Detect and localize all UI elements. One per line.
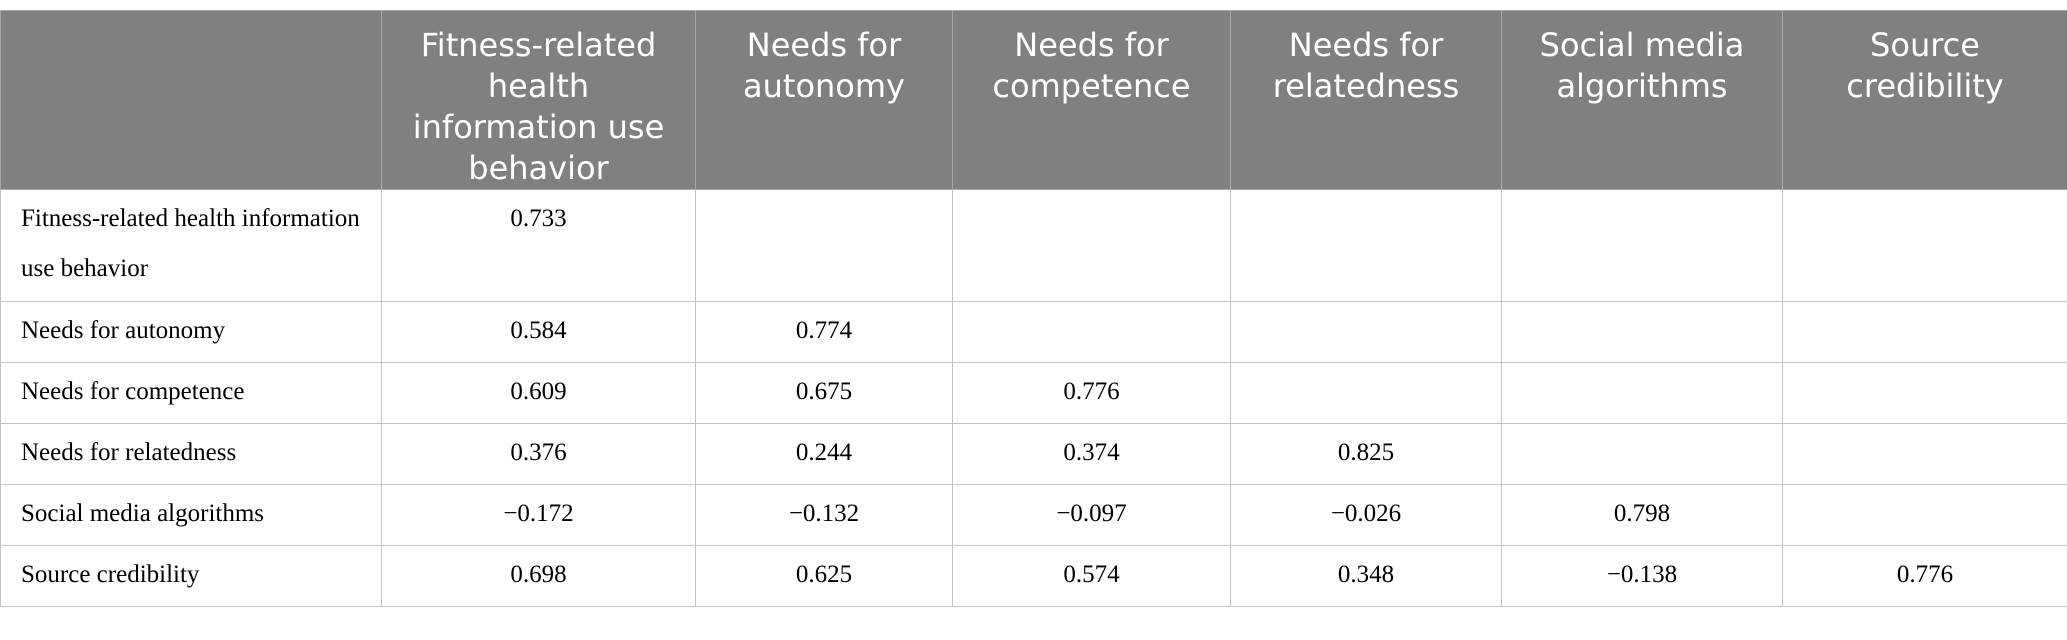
row-label: Needs for relatedness [0,423,382,485]
cell: 0.825 [1230,423,1502,485]
cell: 0.675 [695,362,953,424]
column-header: Needs for competence [952,10,1231,190]
correlation-table: Fitness-related health information use b… [0,10,2067,607]
cell: 0.244 [695,423,953,485]
cell [1501,423,1783,485]
cell [1501,301,1783,363]
cell: 0.776 [952,362,1231,424]
cell [952,301,1231,363]
header-row: Fitness-related health information use b… [0,10,2067,190]
cell [952,189,1231,302]
table-row: Needs for competence 0.609 0.675 0.776 [0,362,2067,424]
column-header: Fitness-related health information use b… [381,10,696,190]
cell [1230,189,1502,302]
cell [695,189,953,302]
cell: −0.097 [952,484,1231,546]
cell: 0.776 [1782,545,2067,607]
row-label: Needs for competence [0,362,382,424]
column-header [0,10,382,190]
cell: 0.698 [381,545,696,607]
table-row: Source credibility 0.698 0.625 0.574 0.348 −0… [0,545,2067,607]
row-label: Needs for autonomy [0,301,382,363]
column-header: Needs for autonomy [695,10,953,190]
cell: 0.609 [381,362,696,424]
cell [1230,301,1502,363]
table-row: Social media algorithms −0.172 −0.132 −0.09… [0,484,2067,546]
column-header: Source credibility [1782,10,2067,190]
cell [1782,362,2067,424]
row-label: Social media algorithms [0,484,382,546]
cell [1782,484,2067,546]
cell: −0.172 [381,484,696,546]
table-row: Fitness-related health information use b… [0,189,2067,302]
cell: 0.798 [1501,484,1783,546]
cell: 0.584 [381,301,696,363]
cell: 0.625 [695,545,953,607]
column-header: Needs for relatedness [1230,10,1502,190]
table-row: Needs for autonomy 0.584 0.774 [0,301,2067,363]
table-header: Fitness-related health information use b… [0,10,2067,190]
cell [1230,362,1502,424]
cell: 0.374 [952,423,1231,485]
cell: 0.774 [695,301,953,363]
cell [1501,362,1783,424]
cell: −0.138 [1501,545,1783,607]
table-body: Fitness-related health information use b… [0,189,2067,607]
cell [1782,189,2067,302]
cell: 0.574 [952,545,1231,607]
cell: −0.026 [1230,484,1502,546]
cell: 0.376 [381,423,696,485]
table-row: Needs for relatedness 0.376 0.244 0.374 0.82… [0,423,2067,485]
cell [1501,189,1783,302]
cell: 0.348 [1230,545,1502,607]
row-label: Fitness-related health information use b… [0,189,382,302]
cell [1782,301,2067,363]
row-label: Source credibility [0,545,382,607]
column-header: Social media algorithms [1501,10,1783,190]
cell [1782,423,2067,485]
cell: 0.733 [381,189,696,302]
cell: −0.132 [695,484,953,546]
